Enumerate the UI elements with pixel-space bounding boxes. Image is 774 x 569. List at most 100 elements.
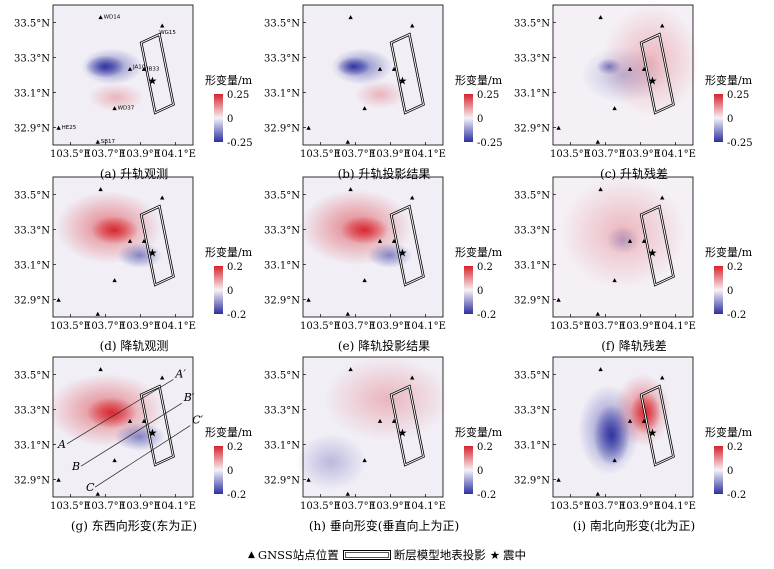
profile-end-label: A′ — [174, 367, 186, 380]
caption-g: (g) 东西向形变(东为正) — [24, 517, 244, 534]
colorbar — [714, 94, 723, 142]
y-tick-label: 33.1°N — [264, 441, 300, 452]
colorbar-title: 形变量/m — [705, 245, 753, 259]
epicenter-star: ★ — [647, 427, 657, 440]
x-tick-label: 104.1°E — [155, 321, 196, 332]
y-tick-label: 33.5°N — [14, 371, 50, 382]
colorbar-tick-label: 0 — [727, 286, 733, 297]
profile-end-label: C′ — [192, 414, 203, 427]
y-tick-label: 33.1°N — [514, 261, 550, 272]
colorbar-title: 形变量/m — [705, 73, 753, 87]
y-tick-label: 33.3°N — [264, 54, 300, 65]
x-tick-label: 104.1°E — [655, 501, 696, 512]
deformation-lobe — [337, 57, 371, 77]
colorbar-tick-label: 0.2 — [727, 442, 743, 453]
colorbar-tick-label: 0 — [477, 466, 483, 477]
profile-start-label: B — [71, 460, 80, 473]
y-tick-label: 32.9°N — [14, 476, 50, 487]
panel-g: 103.5°E103.7°E103.9°E104.1°E33.5°N33.3°N… — [14, 357, 253, 512]
colorbar-tick-label: 0 — [227, 466, 233, 477]
legend-epicenter: ★ 震中 — [490, 547, 526, 563]
x-tick-label: 104.1°E — [405, 501, 446, 512]
x-tick-label: 104.1°E — [655, 321, 696, 332]
panel-b: 103.5°E103.7°E103.9°E104.1°E33.5°N33.3°N… — [264, 5, 503, 160]
colorbar-tick-label: -0.2 — [727, 310, 746, 321]
y-tick-label: 32.9°N — [14, 124, 50, 135]
epicenter-star: ★ — [647, 247, 657, 260]
caption-b: (b) 升轨投影结果 — [274, 165, 494, 182]
colorbar-title: 形变量/m — [455, 245, 503, 259]
colorbar-tick-label: -0.25 — [227, 138, 253, 149]
y-tick-label: 33.1°N — [14, 261, 50, 272]
y-tick-label: 33.5°N — [264, 19, 300, 30]
colorbar-tick-label: 0.2 — [477, 262, 493, 273]
y-tick-label: 33.3°N — [14, 54, 50, 65]
deformation-lobe — [602, 5, 700, 117]
y-tick-label: 33.3°N — [14, 226, 50, 237]
triangle-icon: ▲ — [248, 550, 255, 560]
colorbar-tick-label: 0.25 — [727, 90, 749, 101]
legend-gnss-label: GNSS站点位置 — [258, 547, 339, 563]
deformation-lobe — [324, 357, 450, 441]
caption-a: (a) 升轨观测 — [24, 165, 244, 182]
colorbar-title: 形变量/m — [705, 425, 753, 439]
deformation-lobe — [91, 216, 139, 244]
x-tick-label: 104.1°E — [155, 501, 196, 512]
epicenter-star: ★ — [147, 427, 157, 440]
legend-epicenter-label: 震中 — [503, 547, 526, 563]
colorbar-title: 形变量/m — [455, 425, 503, 439]
y-tick-label: 33.3°N — [514, 406, 550, 417]
y-tick-label: 33.3°N — [264, 226, 300, 237]
profile-start-label: A — [57, 438, 66, 451]
colorbar-tick-label: -0.2 — [477, 490, 496, 501]
colorbar-tick-label: -0.25 — [727, 138, 753, 149]
star-icon: ★ — [490, 548, 500, 562]
caption-d: (d) 降轨观测 — [24, 337, 244, 354]
epicenter-star: ★ — [397, 75, 407, 88]
gnss-station-label: WD37 — [118, 106, 135, 112]
gnss-station-label: WD14 — [104, 15, 121, 21]
gnss-station-label: WG15 — [159, 30, 176, 36]
y-tick-label: 33.1°N — [514, 89, 550, 100]
epicenter-star: ★ — [147, 75, 157, 88]
colorbar-tick-label: 0.2 — [227, 442, 243, 453]
deformation-lobe — [87, 398, 137, 429]
colorbar-tick-label: -0.2 — [727, 490, 746, 501]
colorbar-tick-label: 0 — [727, 114, 733, 125]
y-tick-label: 33.5°N — [14, 19, 50, 30]
colorbar-tick-label: 0 — [227, 286, 233, 297]
y-tick-label: 33.3°N — [264, 406, 300, 417]
colorbar-tick-label: 0.25 — [477, 90, 499, 101]
legend-fault-label: 断层模型地表投影 — [394, 547, 486, 563]
colorbar — [464, 94, 473, 142]
colorbar-title: 形变量/m — [205, 245, 253, 259]
y-tick-label: 33.5°N — [264, 191, 300, 202]
colorbar-title: 形变量/m — [455, 73, 503, 87]
y-tick-label: 33.5°N — [514, 19, 550, 30]
x-tick-label: 104.1°E — [655, 149, 696, 160]
y-tick-label: 33.1°N — [14, 441, 50, 452]
y-tick-label: 32.9°N — [514, 296, 550, 307]
colorbar-tick-label: 0 — [227, 114, 233, 125]
figure-legend: ▲ GNSS站点位置 断层模型地表投影 ★ 震中 — [0, 546, 774, 564]
y-tick-label: 32.9°N — [514, 124, 550, 135]
gnss-station-label: HE25 — [62, 125, 77, 131]
y-tick-label: 33.1°N — [14, 89, 50, 100]
panel-f: 103.5°E103.7°E103.9°E104.1°E33.5°N33.3°N… — [514, 177, 753, 332]
y-tick-label: 32.9°N — [264, 296, 300, 307]
colorbar-title: 形变量/m — [205, 425, 253, 439]
deformation-lobe — [606, 226, 640, 254]
y-tick-label: 33.3°N — [514, 54, 550, 65]
caption-e: (e) 降轨投影结果 — [274, 337, 494, 354]
panel-i: 103.5°E103.7°E103.9°E104.1°E33.5°N33.3°N… — [514, 357, 753, 512]
profile-end-label: B′ — [183, 391, 195, 404]
y-tick-label: 32.9°N — [264, 476, 300, 487]
colorbar-tick-label: 0.25 — [227, 90, 249, 101]
colorbar — [214, 94, 223, 142]
epicenter-star: ★ — [397, 427, 407, 440]
colorbar-tick-label: -0.2 — [227, 490, 246, 501]
